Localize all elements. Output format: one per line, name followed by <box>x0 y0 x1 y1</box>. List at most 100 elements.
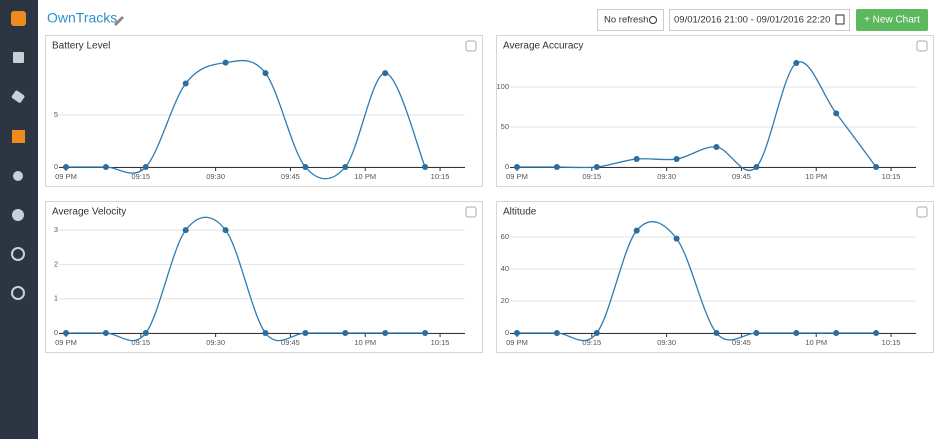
y-tick-label: 0 <box>54 328 58 337</box>
x-tick-label: 10:15 <box>431 172 450 181</box>
new-chart-label: + New Chart <box>864 15 920 26</box>
chart-title: Altitude <box>503 207 537 218</box>
point <box>593 330 600 336</box>
point <box>593 164 600 170</box>
point <box>262 70 269 77</box>
point <box>553 330 560 336</box>
point <box>302 330 309 336</box>
point <box>102 330 109 336</box>
x-tick-label: 09:45 <box>281 338 300 347</box>
x-tick-label: 10:15 <box>431 338 450 347</box>
y-tick-label: 40 <box>501 264 509 273</box>
point <box>422 164 429 170</box>
point <box>633 156 640 162</box>
panel-menu[interactable] <box>465 206 477 218</box>
point <box>102 164 109 170</box>
x-tick-label: 09:30 <box>206 172 225 181</box>
x-tick-label: 09:15 <box>131 172 150 181</box>
x-tick-label: 09 PM <box>55 172 77 181</box>
date-range-label: 09/01/2016 21:00 - 09/01/2016 22:20 <box>674 15 830 26</box>
point <box>142 330 149 336</box>
x-tick-label: 09:45 <box>732 172 751 181</box>
x-tick-label: 09:30 <box>206 338 225 347</box>
y-tick-label: 0 <box>54 162 58 171</box>
nav-item[interactable] <box>12 209 24 221</box>
y-tick-label: 100 <box>496 82 509 91</box>
y-tick-label: 5 <box>54 110 58 119</box>
point <box>793 330 800 336</box>
point <box>302 164 309 170</box>
nav-item[interactable] <box>11 90 25 104</box>
point <box>182 227 189 234</box>
point <box>793 60 800 66</box>
y-tick-label: 2 <box>54 259 58 268</box>
x-tick-label: 09:15 <box>582 172 601 181</box>
nav-dashboards[interactable] <box>12 130 25 143</box>
edit-icon[interactable] <box>114 16 124 26</box>
nav-item[interactable] <box>13 171 23 181</box>
x-tick-label: 09 PM <box>506 172 528 181</box>
point <box>62 164 69 170</box>
series-line <box>516 221 877 342</box>
nav-item[interactable] <box>13 52 24 63</box>
panel-menu[interactable] <box>916 206 928 218</box>
point <box>673 235 680 242</box>
x-tick-label: 09:30 <box>657 172 676 181</box>
point <box>753 164 760 170</box>
y-tick-label: 20 <box>501 296 509 305</box>
point <box>713 330 720 336</box>
nav-item[interactable] <box>11 286 25 300</box>
y-tick-label: 1 <box>54 294 58 303</box>
refresh-icon <box>649 16 657 24</box>
point <box>833 330 840 336</box>
point <box>673 156 680 162</box>
y-tick-label: 60 <box>501 232 509 241</box>
page-title: OwnTracks <box>47 10 117 26</box>
point <box>422 330 429 336</box>
point <box>553 164 560 170</box>
x-tick-label: 10 PM <box>354 338 376 347</box>
nav-item[interactable] <box>11 247 25 261</box>
chart-panel <box>496 201 934 353</box>
point <box>833 110 840 117</box>
x-tick-label: 09:45 <box>732 338 751 347</box>
point <box>182 80 189 87</box>
x-tick-label: 10:15 <box>882 172 901 181</box>
x-tick-label: 10:15 <box>882 338 901 347</box>
chart-title: Average Accuracy <box>503 41 583 52</box>
point <box>342 164 349 170</box>
y-tick-label: 0 <box>505 328 509 337</box>
chart-title: Average Velocity <box>52 207 126 218</box>
panel-menu[interactable] <box>916 40 928 52</box>
date-range[interactable] <box>669 9 850 31</box>
x-tick-label: 09 PM <box>55 338 77 347</box>
y-tick-label: 50 <box>501 122 509 131</box>
point <box>222 227 229 234</box>
x-tick-label: 09:45 <box>281 172 300 181</box>
x-tick-label: 09:15 <box>582 338 601 347</box>
y-tick-label: 0 <box>505 162 509 171</box>
x-tick-label: 09:15 <box>131 338 150 347</box>
point <box>222 59 229 66</box>
new-chart-button[interactable] <box>856 9 928 31</box>
point <box>142 164 149 170</box>
refresh-button[interactable] <box>597 9 664 31</box>
nav-home[interactable] <box>11 11 26 26</box>
chart-panel <box>496 35 934 187</box>
chart-panel <box>45 35 483 187</box>
refresh-label: No refresh <box>604 15 648 26</box>
point <box>382 330 389 336</box>
point <box>873 330 880 336</box>
point <box>513 164 520 170</box>
chart-title: Battery Level <box>52 41 110 52</box>
x-tick-label: 09:30 <box>657 338 676 347</box>
panel-menu[interactable] <box>465 40 477 52</box>
point <box>382 70 389 77</box>
x-tick-label: 10 PM <box>805 338 827 347</box>
calendar-icon <box>835 14 845 25</box>
chart-panel <box>45 201 483 353</box>
point <box>873 164 880 170</box>
point <box>633 227 640 234</box>
